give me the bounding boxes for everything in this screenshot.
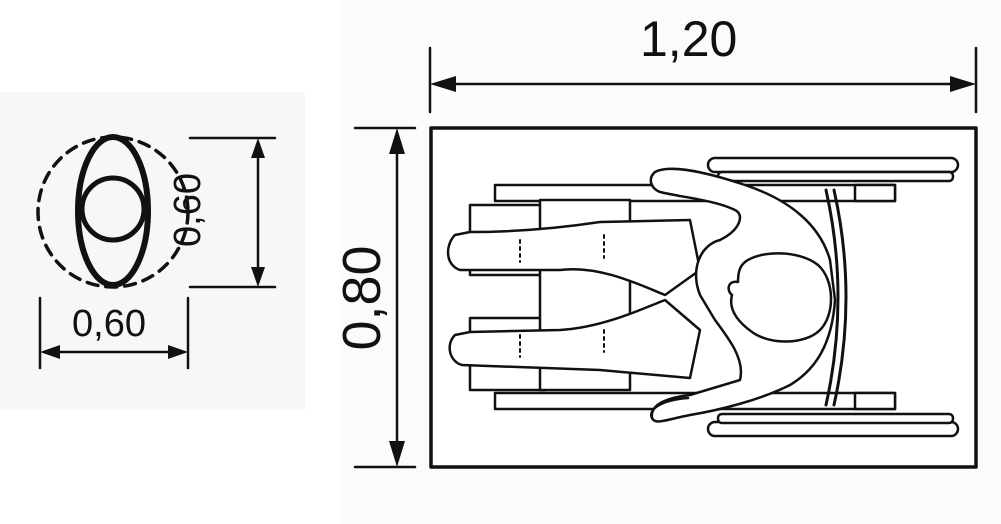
clearance-circle bbox=[36, 135, 190, 289]
leg-top bbox=[446, 218, 702, 297]
left-vertical-dimension-0-80 bbox=[353, 126, 417, 469]
arrow-left bbox=[40, 345, 60, 359]
top-horizontal-dimension bbox=[428, 46, 978, 114]
wheel-top bbox=[706, 156, 960, 183]
wheelchair-user-plan-icon bbox=[446, 156, 960, 438]
standing-person-plan-icon bbox=[36, 134, 190, 289]
left-vertical-dimension bbox=[188, 136, 277, 289]
arrow-up bbox=[251, 138, 265, 158]
arrow-down bbox=[251, 267, 265, 287]
backrest bbox=[824, 188, 840, 407]
arrow-right bbox=[168, 345, 188, 359]
head bbox=[727, 252, 833, 343]
dimension-label-width: 1,20 bbox=[640, 11, 738, 67]
arrow-up bbox=[389, 128, 405, 154]
dimension-label-depth: 0,80 bbox=[332, 245, 392, 351]
left-horizontal-dimension bbox=[38, 296, 190, 370]
dimension-label-person-width: 0,60 bbox=[72, 303, 146, 345]
body-ellipse bbox=[75, 134, 151, 288]
arrow-down bbox=[389, 441, 405, 467]
leg-bottom bbox=[448, 298, 702, 380]
handle-top bbox=[853, 183, 897, 203]
head-circle bbox=[79, 175, 147, 243]
arm-bottom bbox=[650, 396, 690, 420]
dimension-label-person-depth: 0,60 bbox=[167, 173, 209, 247]
handle-bottom bbox=[853, 391, 897, 411]
wheel-bottom bbox=[706, 412, 960, 438]
arrow-left bbox=[430, 76, 456, 92]
arrow-right bbox=[950, 76, 976, 92]
backrest-outer bbox=[832, 188, 848, 407]
